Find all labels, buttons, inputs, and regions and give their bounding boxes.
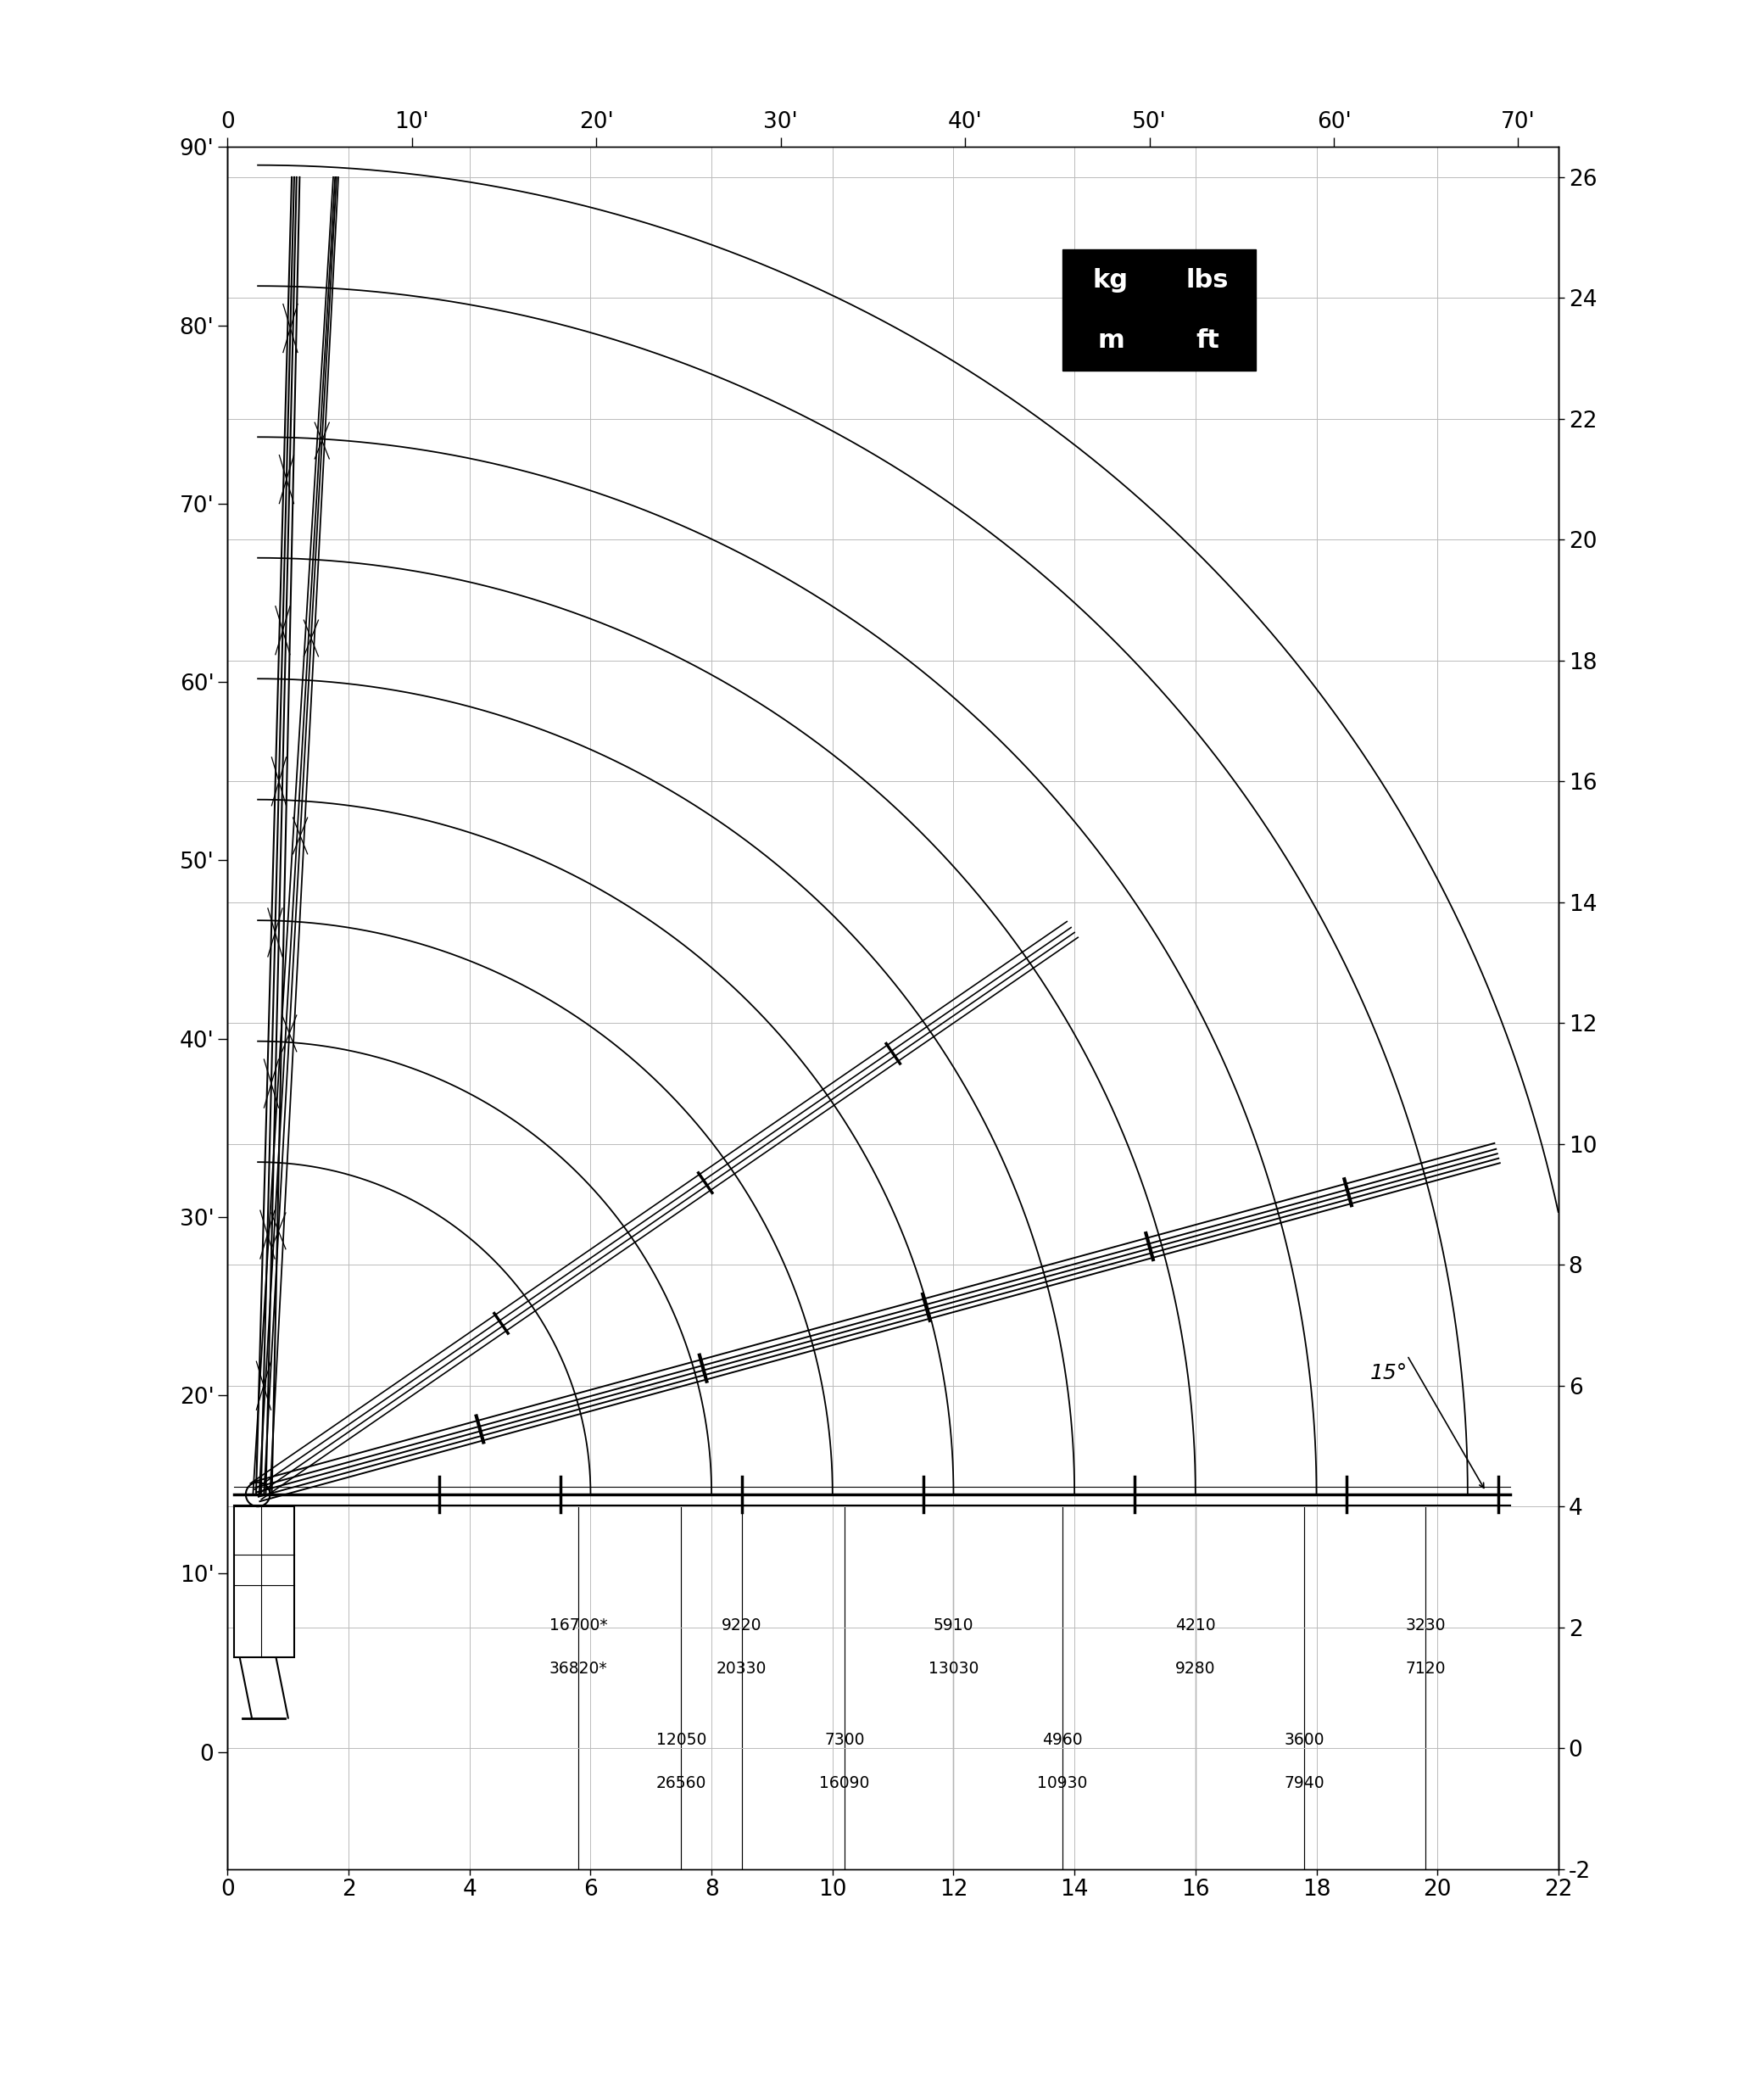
Text: 4960: 4960 xyxy=(1042,1732,1082,1747)
Text: 9280: 9280 xyxy=(1175,1661,1215,1678)
Text: 36820*: 36820* xyxy=(550,1661,608,1678)
Text: 7300: 7300 xyxy=(825,1732,865,1747)
Text: 7120: 7120 xyxy=(1404,1661,1446,1678)
Text: 3600: 3600 xyxy=(1283,1732,1324,1747)
Bar xyxy=(1159,250,1255,311)
Text: 3230: 3230 xyxy=(1404,1617,1446,1634)
Text: 16090: 16090 xyxy=(819,1774,870,1791)
Text: 13030: 13030 xyxy=(928,1661,979,1678)
Text: 12050: 12050 xyxy=(657,1732,706,1747)
Bar xyxy=(1159,311,1255,370)
Bar xyxy=(1063,250,1159,311)
Text: 15°: 15° xyxy=(1371,1363,1408,1384)
Text: 7940: 7940 xyxy=(1283,1774,1324,1791)
Text: 20330: 20330 xyxy=(716,1661,767,1678)
Text: 16700*: 16700* xyxy=(550,1617,608,1634)
Text: kg: kg xyxy=(1093,267,1129,292)
Text: ft: ft xyxy=(1196,328,1219,353)
Text: 10930: 10930 xyxy=(1037,1774,1087,1791)
Text: 5910: 5910 xyxy=(933,1617,974,1634)
Text: lbs: lbs xyxy=(1185,267,1229,292)
Text: 26560: 26560 xyxy=(657,1774,706,1791)
Text: 4210: 4210 xyxy=(1175,1617,1215,1634)
Text: m: m xyxy=(1098,328,1124,353)
FancyBboxPatch shape xyxy=(233,1506,294,1657)
Text: 9220: 9220 xyxy=(721,1617,762,1634)
Bar xyxy=(1063,311,1159,370)
